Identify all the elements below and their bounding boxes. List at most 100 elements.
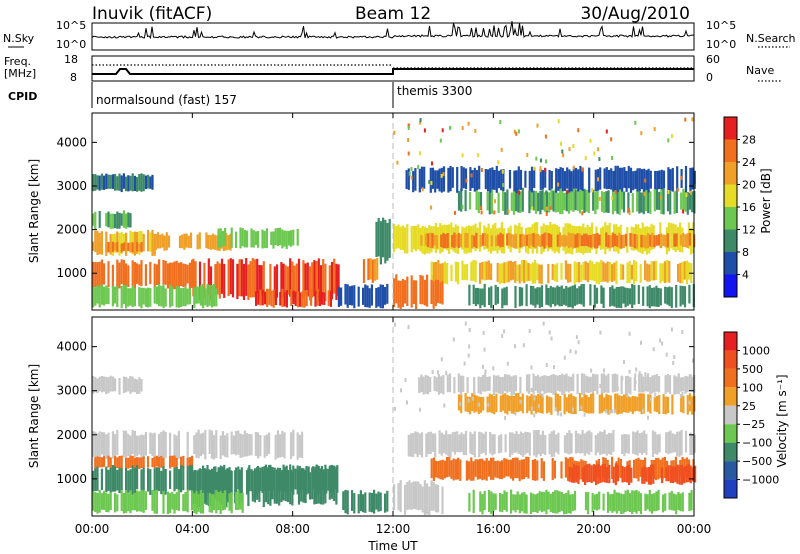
heatmap-cell <box>679 234 683 246</box>
time-axis: 00:00 04:00 08:00 12:00 16:00 20:00 00:00 <box>75 113 711 536</box>
cpid-segment-1: normalsound (fast) 157 <box>96 93 237 107</box>
heatmap-cell <box>209 235 212 250</box>
heatmap-cell <box>293 265 296 297</box>
heatmap-cell <box>213 284 216 307</box>
heatmap-cell <box>207 469 210 507</box>
beam-title: Beam 12 <box>355 4 431 24</box>
heatmap-cell <box>614 463 617 486</box>
heatmap-cell <box>667 465 670 482</box>
heatmap-cell <box>94 287 97 306</box>
heatmap-cell <box>636 168 639 192</box>
heatmap-cell <box>324 263 327 302</box>
heatmap-cell <box>637 491 640 512</box>
heatmap-cell <box>180 456 183 468</box>
heatmap-cell <box>508 395 511 411</box>
heatmap-cell <box>616 235 619 247</box>
heatmap-cell <box>456 431 459 452</box>
heatmap-cell <box>559 167 562 189</box>
heatmap-cell <box>573 491 577 511</box>
heatmap-cell <box>177 489 180 511</box>
heatmap-cell <box>276 228 279 247</box>
heatmap-cell <box>519 191 522 212</box>
heatmap-cell <box>140 231 143 253</box>
heatmap-cell <box>114 213 117 229</box>
heatmap-cell <box>435 460 438 478</box>
heatmap-cell <box>423 128 426 133</box>
heatmap-cell <box>158 433 161 458</box>
heatmap-cell <box>223 263 226 298</box>
heatmap-cell <box>196 234 199 250</box>
colorbar-swatch <box>724 350 737 369</box>
heatmap-cell <box>563 193 566 211</box>
heatmap-cell <box>675 233 678 247</box>
heatmap-cell <box>481 262 484 280</box>
heatmap-cell <box>643 430 646 453</box>
heatmap-cell <box>599 227 602 250</box>
heatmap-cell <box>188 288 191 305</box>
heatmap-cell <box>582 283 585 307</box>
heatmap-cell <box>572 233 575 249</box>
heatmap-cell <box>311 262 314 298</box>
heatmap-cell <box>207 235 210 249</box>
heatmap-cell <box>535 430 538 458</box>
heatmap-cell <box>535 156 538 161</box>
heatmap-cell <box>678 431 681 457</box>
heatmap-cell <box>216 471 219 501</box>
heatmap-cell <box>599 465 602 483</box>
heatmap-cell <box>542 461 545 481</box>
heatmap-cell <box>495 165 498 193</box>
heatmap-cell <box>580 264 583 282</box>
x-tick-label: 20:00 <box>576 522 611 536</box>
heatmap-cell <box>239 433 242 458</box>
freq-tick-bottom: 8 <box>70 71 77 84</box>
heatmap-cell <box>300 468 303 502</box>
heatmap-cell <box>577 340 580 345</box>
colorbar-swatch <box>724 479 737 498</box>
heatmap-cell <box>587 189 590 214</box>
heatmap-cell <box>142 456 145 468</box>
heatmap-cell <box>691 117 694 122</box>
heatmap-cell <box>688 400 691 405</box>
y-tick-label: 2000 <box>56 223 87 237</box>
heatmap-cell <box>136 241 139 252</box>
heatmap-cell <box>105 376 108 395</box>
heatmap-cell <box>512 375 515 395</box>
heatmap-cell <box>158 283 161 307</box>
heatmap-cell <box>303 290 306 308</box>
heatmap-cell <box>162 491 165 514</box>
heatmap-cell <box>652 464 655 484</box>
heatmap-cell <box>605 375 608 393</box>
heatmap-cell <box>322 469 325 505</box>
heatmap-cell <box>561 149 564 154</box>
heatmap-cell <box>670 490 673 511</box>
heatmap-cell <box>415 280 418 309</box>
heatmap-cell <box>453 232 456 249</box>
heatmap-cell <box>626 489 629 511</box>
heatmap-cell <box>308 266 312 301</box>
heatmap-cell <box>375 221 378 257</box>
heatmap-cell <box>549 206 552 210</box>
heatmap-cell <box>210 494 213 513</box>
heatmap-cell <box>155 455 158 467</box>
heatmap-cell <box>142 490 145 513</box>
heatmap-cell <box>638 371 641 376</box>
heatmap-cell <box>98 285 101 308</box>
heatmap-cell <box>542 321 545 326</box>
heatmap-cell <box>666 190 670 212</box>
heatmap-cell <box>260 265 263 297</box>
heatmap-cell <box>131 429 134 455</box>
heatmap-cell <box>518 190 521 195</box>
heatmap-cell <box>655 374 658 392</box>
colorbar-tick-label: 24 <box>742 156 756 169</box>
heatmap-cell <box>556 263 559 282</box>
heatmap-cell <box>270 231 273 246</box>
heatmap-cell <box>114 456 117 467</box>
colorbar-tick-label: 16 <box>742 201 756 214</box>
heatmap-cell <box>675 190 678 213</box>
heatmap-cell <box>475 232 478 249</box>
heatmap-cell <box>439 280 442 304</box>
heatmap-cell <box>258 471 261 502</box>
heatmap-cell <box>586 262 589 283</box>
heatmap-cell <box>561 373 564 395</box>
heatmap-cell <box>96 466 99 491</box>
